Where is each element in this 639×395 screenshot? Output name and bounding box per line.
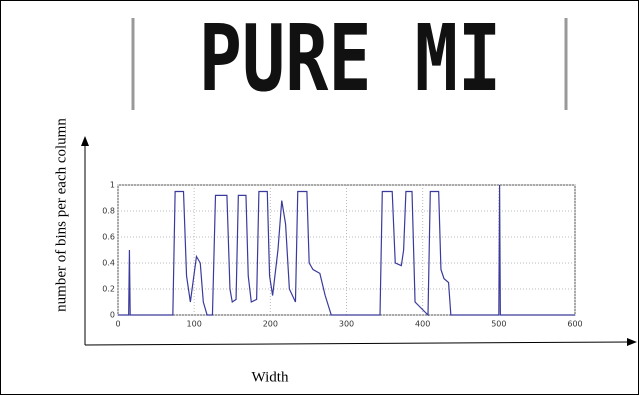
x-tick-label: 600: [567, 320, 582, 329]
x-tick-label: 300: [339, 320, 354, 329]
y-axis-label: number of bins per each column: [53, 118, 69, 312]
figure: PURE MI Width number of bins per each co…: [0, 0, 639, 395]
x-tick-label: 0: [115, 320, 120, 329]
x-axis-label: Width: [252, 369, 289, 385]
x-tick-label: 500: [491, 320, 506, 329]
x-tick-label: 200: [263, 320, 278, 329]
y-tick-label: 0: [110, 311, 115, 320]
y-tick-label: 0.4: [102, 259, 115, 268]
y-tick-label: 1: [110, 181, 115, 190]
y-tick-label: 0.2: [102, 285, 115, 294]
plate-text: PURE MI: [199, 5, 501, 112]
plot-area: [118, 185, 575, 315]
x-tick-label: 400: [415, 320, 430, 329]
x-tick-label: 100: [187, 320, 202, 329]
y-tick-label: 0.6: [102, 233, 115, 242]
y-tick-label: 0.8: [102, 207, 115, 216]
